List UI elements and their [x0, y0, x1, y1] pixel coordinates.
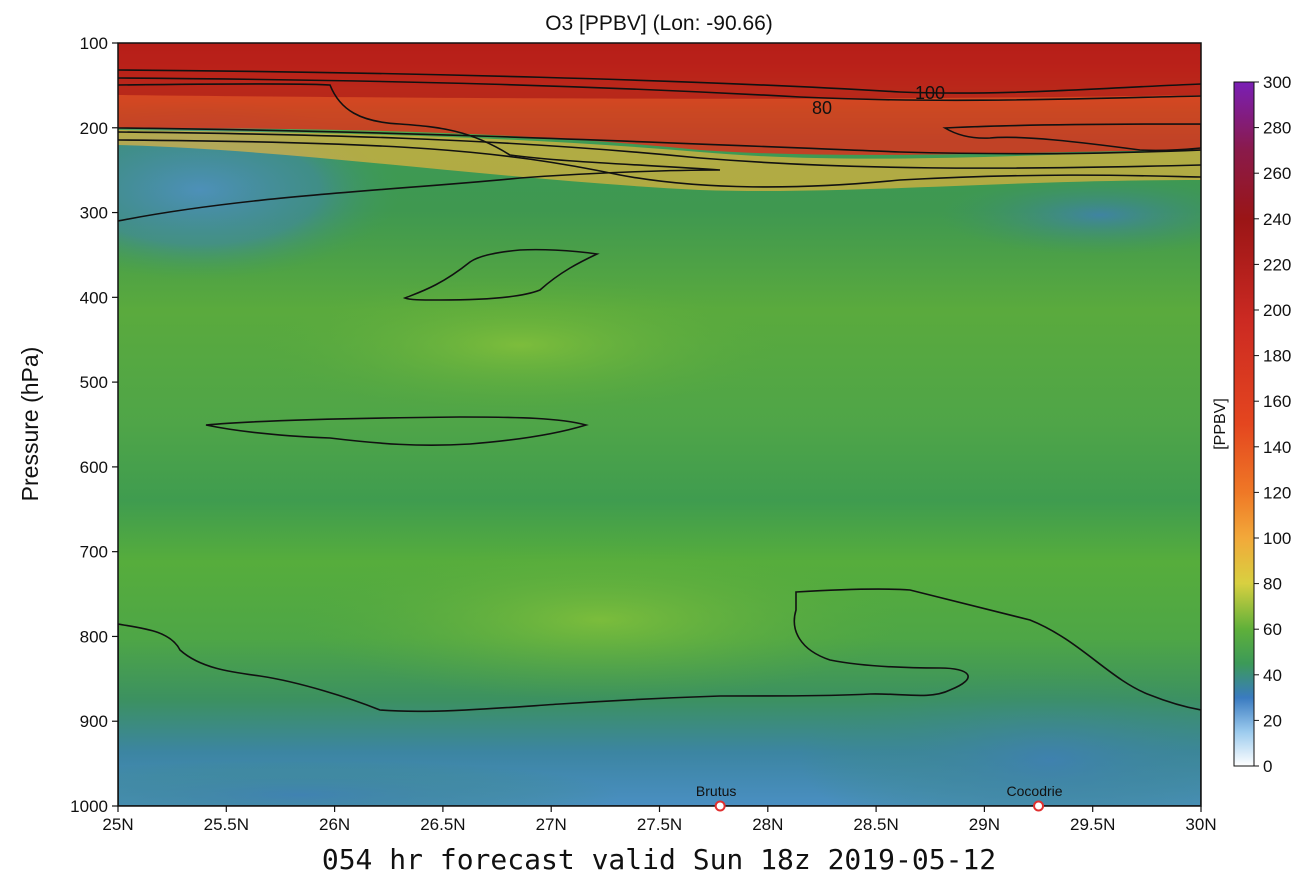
colorbar-tick-label: 40	[1263, 666, 1282, 685]
colorbar-ticks: 0 20 40 60 80 100 120 140 160 180 200 220 240 260 280 3…	[1254, 73, 1291, 776]
x-tick-label: 25N	[102, 815, 133, 834]
y-tick-label: 800	[80, 627, 108, 646]
y-tick-label: 700	[80, 543, 108, 562]
x-tick-label: 25.5N	[204, 815, 249, 834]
contour-low-region-mid	[205, 416, 589, 446]
contour-line-upper-3	[118, 139, 1201, 188]
x-tick-label: 27N	[536, 815, 567, 834]
higher-ozone-region-lower	[300, 540, 900, 700]
y-tick-label: 200	[80, 119, 108, 138]
site-marker	[1033, 800, 1045, 812]
contour-label-80: 80	[812, 98, 832, 118]
contour-line-upper	[118, 77, 1201, 102]
site-label: Cocodrie	[1007, 783, 1063, 799]
y-axis-label: Pressure (hPa)	[17, 347, 43, 502]
x-tick-label: 30N	[1185, 815, 1216, 834]
colorbar-tick-label: 200	[1263, 301, 1291, 320]
low-ozone-region-upper-right	[940, 175, 1201, 255]
stratosphere-upper-band	[118, 43, 1201, 99]
y-tick-label: 300	[80, 204, 108, 223]
x-tick-label: 26.5N	[420, 815, 465, 834]
colorbar-tick-label: 100	[1263, 529, 1291, 548]
colorbar-tick-label: 80	[1263, 575, 1282, 594]
y-tick-label: 500	[80, 373, 108, 392]
x-tick-label: 28N	[752, 815, 783, 834]
contour-low-region-lower-right	[118, 588, 1201, 806]
colorbar-tick-label: 0	[1263, 757, 1272, 776]
y-tick-label: 400	[80, 288, 108, 307]
contour-line-upper-2	[118, 127, 1201, 155]
chart-title: O3 [PPBV] (Lon: -90.66)	[545, 12, 773, 35]
y-tick-label: 100	[80, 34, 108, 53]
colorbar-tick-label: 240	[1263, 210, 1291, 229]
contour-high-region-mid	[402, 248, 600, 301]
x-tick-label: 26N	[319, 815, 350, 834]
y-axis: 100 200 300 400 500 600 700 800 900 1000	[70, 34, 118, 816]
colorbar-tick-label: 180	[1263, 347, 1291, 366]
site-label: Brutus	[696, 783, 736, 799]
y-tick-label: 600	[80, 458, 108, 477]
low-ozone-region-bottom-left	[118, 760, 620, 806]
x-tick-label: 29N	[969, 815, 1000, 834]
plot-area: 80 100	[118, 43, 1201, 806]
colorbar-tick-label: 120	[1263, 483, 1291, 502]
x-axis: 25N 25.5N 26N 26.5N 27N 27.5N 28N 28.5N 29N 29.5N…	[102, 806, 1217, 834]
higher-ozone-region-mid	[260, 275, 780, 415]
colorbar-tick-label: 280	[1263, 119, 1291, 138]
colorbar-tick-label: 220	[1263, 255, 1291, 274]
site-markers: Brutus Cocodrie	[696, 783, 1063, 812]
contour-low-region-upper-left	[118, 83, 721, 222]
x-tick-label: 27.5N	[637, 815, 682, 834]
x-tick-label: 29.5N	[1070, 815, 1115, 834]
low-ozone-region-bottom-right	[800, 670, 1201, 806]
y-tick-label: 1000	[70, 797, 108, 816]
colorbar-gradient	[1233, 81, 1255, 767]
colorbar-tick-label: 140	[1263, 438, 1291, 457]
x-tick-label: 28.5N	[853, 815, 898, 834]
colorbar: 0 20 40 60 80 100 120 140 160 180 200 220 240 260 280 3…	[1212, 73, 1291, 776]
contour-lines	[118, 69, 1201, 806]
contour-low-region-upper-right	[942, 123, 1201, 152]
x-axis-label: 054 hr forecast valid Sun 18z 2019-05-12	[322, 843, 996, 875]
colorbar-tick-label: 300	[1263, 73, 1291, 92]
colorbar-tick-label: 20	[1263, 711, 1282, 730]
colorbar-tick-label: 60	[1263, 620, 1282, 639]
y-tick-label: 900	[80, 712, 108, 731]
contour-label-100: 100	[915, 83, 945, 103]
transition-band	[118, 130, 1201, 192]
contour-80	[118, 131, 1201, 169]
colorbar-tick-label: 260	[1263, 164, 1291, 183]
contour-100	[118, 69, 1201, 94]
colorbar-tick-label: 160	[1263, 392, 1291, 411]
colorbar-label: [PPBV]	[1212, 398, 1229, 450]
site-marker	[714, 800, 726, 812]
